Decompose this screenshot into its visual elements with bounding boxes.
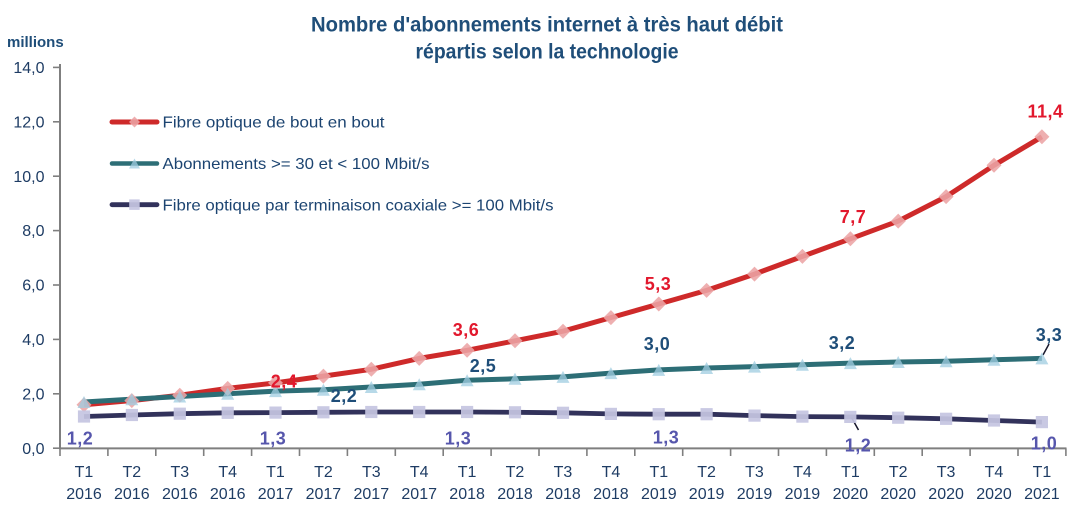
svg-text:2,5: 2,5 — [470, 356, 497, 376]
svg-text:1,3: 1,3 — [445, 429, 472, 449]
svg-text:2021: 2021 — [1024, 486, 1060, 503]
svg-text:2017: 2017 — [354, 486, 390, 503]
svg-text:T2: T2 — [889, 464, 908, 481]
svg-text:T1: T1 — [649, 464, 668, 481]
svg-text:6,0: 6,0 — [22, 278, 44, 295]
svg-text:2018: 2018 — [545, 486, 581, 503]
svg-text:2016: 2016 — [114, 486, 150, 503]
svg-text:2019: 2019 — [737, 486, 773, 503]
svg-text:2020: 2020 — [928, 486, 964, 503]
svg-text:millions: millions — [7, 34, 64, 51]
svg-text:T1: T1 — [1033, 464, 1052, 481]
svg-text:2,4: 2,4 — [271, 372, 298, 392]
svg-text:T4: T4 — [793, 464, 812, 481]
svg-text:2020: 2020 — [833, 486, 869, 503]
svg-text:1,3: 1,3 — [653, 428, 680, 448]
svg-text:T1: T1 — [75, 464, 94, 481]
svg-text:T4: T4 — [602, 464, 621, 481]
svg-text:T3: T3 — [554, 464, 573, 481]
svg-text:3,6: 3,6 — [453, 320, 480, 340]
svg-text:2018: 2018 — [449, 486, 485, 503]
svg-text:12,0: 12,0 — [13, 114, 44, 131]
svg-text:T2: T2 — [506, 464, 525, 481]
svg-text:2019: 2019 — [785, 486, 821, 503]
svg-text:2017: 2017 — [401, 486, 437, 503]
svg-text:Fibre optique par terminaison: Fibre optique par terminaison coaxiale >… — [163, 197, 554, 214]
svg-text:2020: 2020 — [976, 486, 1012, 503]
svg-text:2018: 2018 — [593, 486, 629, 503]
svg-text:2017: 2017 — [258, 486, 294, 503]
svg-text:T4: T4 — [985, 464, 1004, 481]
svg-text:T1: T1 — [458, 464, 477, 481]
svg-text:T1: T1 — [841, 464, 860, 481]
svg-text:11,4: 11,4 — [1027, 102, 1063, 122]
svg-text:T3: T3 — [937, 464, 956, 481]
svg-text:1,0: 1,0 — [1031, 434, 1058, 454]
svg-text:1,3: 1,3 — [260, 429, 287, 449]
svg-text:1,2: 1,2 — [67, 429, 94, 449]
svg-text:Nombre d'abonnements internet: Nombre d'abonnements internet à très hau… — [311, 14, 783, 37]
svg-text:2016: 2016 — [66, 486, 102, 503]
svg-text:3,0: 3,0 — [644, 334, 671, 354]
svg-text:Abonnements >= 30 et < 100 Mbi: Abonnements >= 30 et < 100 Mbit/s — [163, 156, 430, 173]
svg-text:répartis selon la technologie: répartis selon la technologie — [416, 40, 679, 63]
svg-text:8,0: 8,0 — [22, 223, 44, 240]
svg-text:2,0: 2,0 — [22, 386, 44, 403]
svg-text:5,3: 5,3 — [645, 274, 672, 294]
svg-text:2018: 2018 — [497, 486, 533, 503]
svg-text:T2: T2 — [314, 464, 333, 481]
svg-text:2016: 2016 — [210, 486, 246, 503]
svg-text:2019: 2019 — [689, 486, 725, 503]
svg-text:3,3: 3,3 — [1036, 325, 1063, 345]
svg-text:Fibre optique de bout en bout: Fibre optique de bout en bout — [163, 115, 386, 132]
svg-text:3,2: 3,2 — [829, 333, 856, 353]
svg-text:2020: 2020 — [880, 486, 916, 503]
svg-text:T4: T4 — [218, 464, 237, 481]
svg-text:2016: 2016 — [162, 486, 198, 503]
svg-text:T2: T2 — [697, 464, 716, 481]
svg-text:4,0: 4,0 — [22, 332, 44, 349]
svg-text:7,7: 7,7 — [840, 207, 867, 227]
svg-text:10,0: 10,0 — [13, 169, 44, 186]
svg-text:2,2: 2,2 — [331, 386, 358, 406]
svg-text:14,0: 14,0 — [13, 60, 44, 77]
svg-text:T3: T3 — [362, 464, 381, 481]
svg-text:0,0: 0,0 — [22, 441, 44, 458]
svg-text:T3: T3 — [170, 464, 189, 481]
svg-text:2017: 2017 — [306, 486, 342, 503]
svg-text:1,2: 1,2 — [845, 436, 872, 456]
svg-text:T3: T3 — [745, 464, 764, 481]
svg-text:2019: 2019 — [641, 486, 677, 503]
svg-text:T1: T1 — [266, 464, 285, 481]
svg-text:T4: T4 — [410, 464, 429, 481]
svg-text:T2: T2 — [122, 464, 141, 481]
